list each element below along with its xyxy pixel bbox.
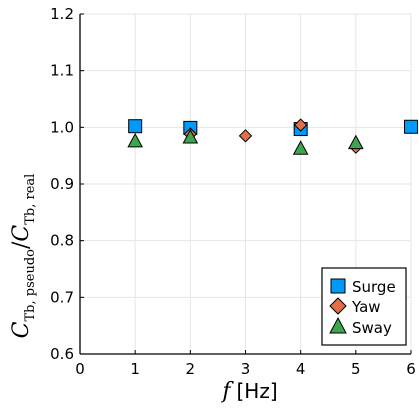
x-axis-label-unit: [Hz]	[237, 379, 278, 403]
legend-marker-surge	[330, 278, 346, 294]
y-axis-label-main-2: C	[9, 225, 34, 242]
point-sway-2	[292, 140, 309, 155]
point-surge-0	[128, 119, 143, 134]
legend-label-surge: Surge	[352, 278, 396, 296]
y-tick-label-4: 1.0	[50, 118, 74, 136]
x-tick-label-5: 5	[351, 360, 361, 378]
point-yaw-2	[293, 118, 308, 132]
y-tick-label-1: 0.7	[50, 288, 74, 306]
x-tick-label-4: 4	[296, 360, 306, 378]
legend: Surge Yaw Sway	[321, 267, 407, 346]
x-axis-label: f [Hz]	[220, 379, 277, 404]
x-tick-label-2: 2	[186, 360, 196, 378]
y-tick-label-5: 1.1	[50, 62, 74, 80]
x-tick-label-0: 0	[75, 360, 85, 378]
legend-label-yaw: Yaw	[351, 298, 381, 316]
y-axis-label: CTb, pseudo/CTb, real	[9, 174, 38, 339]
y-axis-label-sub-num: Tb, pseudo	[23, 249, 38, 322]
legend-label-sway: Sway	[352, 319, 392, 337]
x-tick-label-1: 1	[130, 360, 140, 378]
point-surge-3	[404, 119, 418, 134]
svg-text:CTb, pseudo/CTb, real: CTb, pseudo/CTb, real	[9, 174, 38, 339]
point-sway-3	[347, 134, 364, 150]
ticks: 0 1 2 3 4 5 6 0.6 0.7 0.8 0.9 1.0 1.1 1.2	[50, 5, 416, 378]
x-tick-label-3: 3	[241, 360, 251, 378]
y-axis-label-main-1: C	[9, 321, 34, 338]
data-points	[127, 118, 418, 155]
point-yaw-1	[238, 129, 253, 143]
y-tick-label-6: 1.2	[50, 5, 74, 23]
legend-marker-yaw	[329, 297, 347, 315]
y-axis-label-slash: /	[9, 241, 34, 249]
y-tick-label-3: 0.9	[50, 175, 74, 193]
y-axis-label-sub-den: Tb, real	[23, 174, 38, 225]
x-tick-label-6: 6	[406, 360, 416, 378]
point-sway-1	[182, 128, 199, 144]
legend-marker-sway	[329, 316, 347, 334]
y-tick-label-2: 0.8	[50, 232, 74, 250]
point-sway-0	[127, 132, 144, 148]
y-tick-label-0: 0.6	[50, 345, 74, 363]
